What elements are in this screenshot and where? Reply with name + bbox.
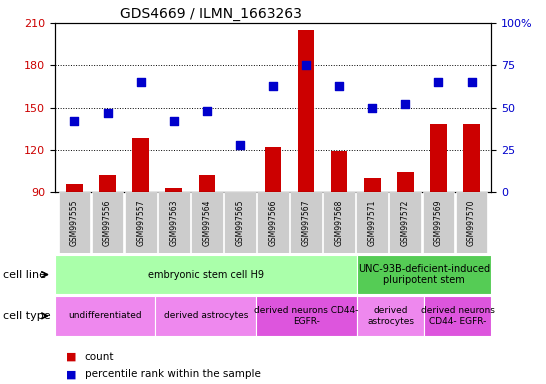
Point [169,118,178,124]
Text: derived astrocytes: derived astrocytes [164,311,248,320]
Bar [256,296,357,336]
Bar [265,147,281,192]
Bar [92,192,123,253]
Bar [124,192,157,253]
Bar [430,124,447,192]
Text: GSM997565: GSM997565 [235,199,245,246]
Bar [397,172,414,192]
Point [434,79,443,85]
Bar [55,255,357,294]
Text: GSM997556: GSM997556 [103,199,112,246]
Point [302,62,311,68]
Bar [331,151,347,192]
Point [401,101,410,107]
Bar [55,296,156,336]
Point [103,109,112,116]
Bar [463,124,480,192]
Text: UNC-93B-deficient-induced
pluripotent stem: UNC-93B-deficient-induced pluripotent st… [358,264,490,285]
Text: GSM997555: GSM997555 [70,199,79,246]
Bar [357,296,424,336]
Point [467,79,476,85]
Point [335,83,343,89]
Text: ■: ■ [66,352,76,362]
Text: GSM997571: GSM997571 [368,200,377,246]
Bar [357,255,491,294]
Point [70,118,79,124]
Point [269,83,277,89]
Text: cell line: cell line [3,270,46,280]
Bar [224,192,256,253]
Text: GSM997570: GSM997570 [467,199,476,246]
Bar [257,192,289,253]
Text: count: count [85,352,114,362]
Bar [389,192,422,253]
Bar [66,184,83,192]
Text: GSM997557: GSM997557 [136,199,145,246]
Bar [456,192,488,253]
Bar [323,192,355,253]
Text: derived neurons CD44-
EGFR-: derived neurons CD44- EGFR- [254,306,359,326]
Text: percentile rank within the sample: percentile rank within the sample [85,369,260,379]
Point [368,104,377,111]
Text: GSM997568: GSM997568 [335,200,343,246]
Text: derived neurons
CD44- EGFR-: derived neurons CD44- EGFR- [421,306,495,326]
Bar [298,30,314,192]
Bar [156,296,256,336]
Bar [191,192,223,253]
Text: GDS4669 / ILMN_1663263: GDS4669 / ILMN_1663263 [120,7,302,21]
Bar [132,139,149,192]
Bar [357,192,388,253]
Bar [165,188,182,192]
Text: cell type: cell type [3,311,50,321]
Bar [423,192,454,253]
Text: derived
astrocytes: derived astrocytes [367,306,414,326]
Text: GSM997566: GSM997566 [269,199,277,246]
Bar [58,192,90,253]
Point [235,142,244,148]
Point [136,79,145,85]
Text: GSM997564: GSM997564 [203,199,211,246]
Bar [290,192,322,253]
Bar [158,192,189,253]
Point [203,108,211,114]
Bar [232,192,248,196]
Bar [199,175,215,192]
Text: GSM997572: GSM997572 [401,200,410,246]
Text: embryonic stem cell H9: embryonic stem cell H9 [148,270,264,280]
Text: GSM997569: GSM997569 [434,199,443,246]
Bar [364,178,381,192]
Bar [99,175,116,192]
Text: GSM997563: GSM997563 [169,199,178,246]
Text: undifferentiated: undifferentiated [68,311,142,320]
Text: GSM997567: GSM997567 [301,199,311,246]
Text: ■: ■ [66,369,76,379]
Bar [424,296,491,336]
